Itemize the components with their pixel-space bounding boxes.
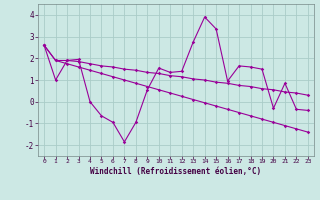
X-axis label: Windchill (Refroidissement éolien,°C): Windchill (Refroidissement éolien,°C) (91, 167, 261, 176)
